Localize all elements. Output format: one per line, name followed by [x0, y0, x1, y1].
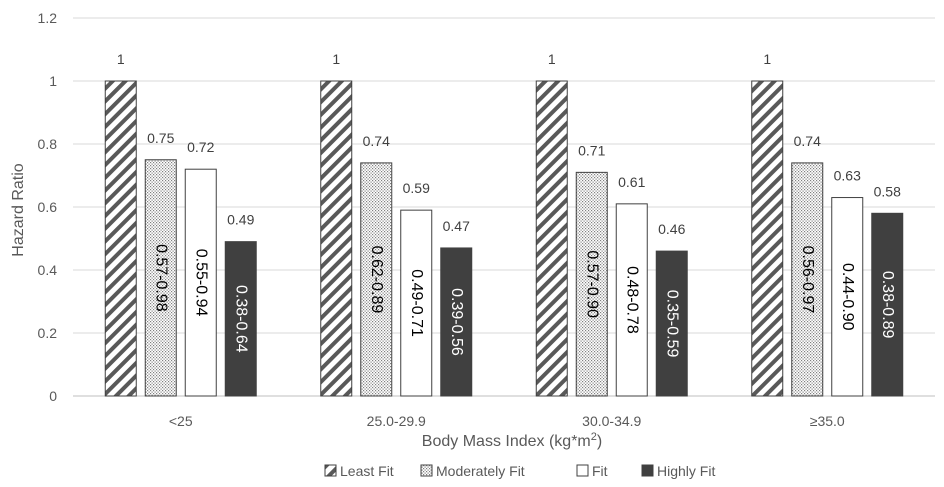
bars [104, 80, 904, 397]
y-axis-ticks: 0 0.2 0.4 0.6 0.8 1 1.2 [38, 10, 58, 404]
data-labels: 1 0.75 0.57-0.98 0.72 0.55-0.94 0.49 0.38-0.64… [117, 51, 901, 357]
bar [535, 80, 568, 397]
ci-label: 0.44-0.90 [839, 263, 856, 331]
data-label: 0.72 [187, 139, 214, 155]
legend-label: Moderately Fit [436, 463, 525, 479]
y-tick-label: 1 [49, 73, 57, 89]
bar [615, 203, 648, 397]
ci-label: 0.62-0.89 [368, 246, 385, 314]
legend-swatch [576, 464, 589, 477]
bar [831, 197, 864, 397]
data-label: 0.74 [363, 133, 390, 149]
bar [184, 168, 217, 397]
legend-swatch [324, 464, 337, 477]
y-tick-label: 0.4 [38, 262, 58, 278]
ci-label: 0.55-0.94 [192, 249, 209, 317]
data-label: 0.46 [658, 221, 685, 237]
data-label: 0.49 [227, 212, 254, 228]
legend: Least Fit Moderately Fit Fit Highly Fit [324, 463, 715, 479]
bar [871, 212, 904, 397]
bar [360, 162, 393, 397]
ci-label: 0.49-0.71 [408, 269, 425, 337]
bar [320, 80, 353, 397]
bar [655, 250, 688, 397]
ci-label: 0.39-0.56 [448, 288, 465, 356]
x-tick-label: 30.0-34.9 [582, 413, 641, 429]
y-axis-title: Hazard Ratio [10, 163, 27, 256]
legend-label: Fit [592, 463, 608, 479]
data-label: 1 [763, 51, 771, 67]
bar [400, 209, 433, 397]
ci-label: 0.56-0.97 [799, 246, 816, 314]
bar [791, 162, 824, 397]
bar [224, 241, 257, 397]
x-axis-title: Body Mass Index (kg*m2) [422, 431, 602, 450]
data-label: 0.59 [403, 180, 430, 196]
data-label: 1 [548, 51, 556, 67]
data-label: 0.74 [794, 133, 821, 149]
legend-label: Least Fit [340, 463, 394, 479]
y-tick-label: 0 [49, 388, 57, 404]
x-tick-label: ≥35.0 [810, 413, 845, 429]
ci-label: 0.57-0.98 [152, 244, 169, 312]
data-label: 0.61 [618, 174, 645, 190]
data-label: 0.47 [443, 218, 470, 234]
bar [104, 80, 137, 397]
ci-label: 0.57-0.90 [583, 250, 600, 318]
data-label: 0.71 [578, 142, 605, 158]
y-tick-label: 1.2 [38, 10, 58, 26]
legend-swatch [420, 464, 433, 477]
data-label: 0.58 [874, 183, 901, 199]
x-tick-label: 25.0-29.9 [367, 413, 426, 429]
bar [144, 159, 177, 397]
data-label: 1 [332, 51, 340, 67]
x-axis-ticks: <25 25.0-29.9 30.0-34.9 ≥35.0 [169, 413, 845, 429]
data-label: 0.63 [834, 168, 861, 184]
y-tick-label: 0.8 [38, 136, 58, 152]
data-label: 1 [117, 51, 125, 67]
ci-label: 0.35-0.59 [663, 290, 680, 358]
ci-label: 0.38-0.64 [232, 285, 249, 353]
x-tick-label: <25 [169, 413, 193, 429]
legend-label: Highly Fit [657, 463, 715, 479]
ci-label: 0.38-0.89 [879, 271, 896, 339]
y-tick-label: 0.2 [38, 325, 58, 341]
ci-label: 0.48-0.78 [623, 266, 640, 334]
bar [575, 171, 608, 397]
bar [751, 80, 784, 397]
bar [440, 247, 473, 397]
legend-swatch [641, 464, 654, 477]
data-label: 0.75 [147, 130, 174, 146]
y-tick-label: 0.6 [38, 199, 58, 215]
